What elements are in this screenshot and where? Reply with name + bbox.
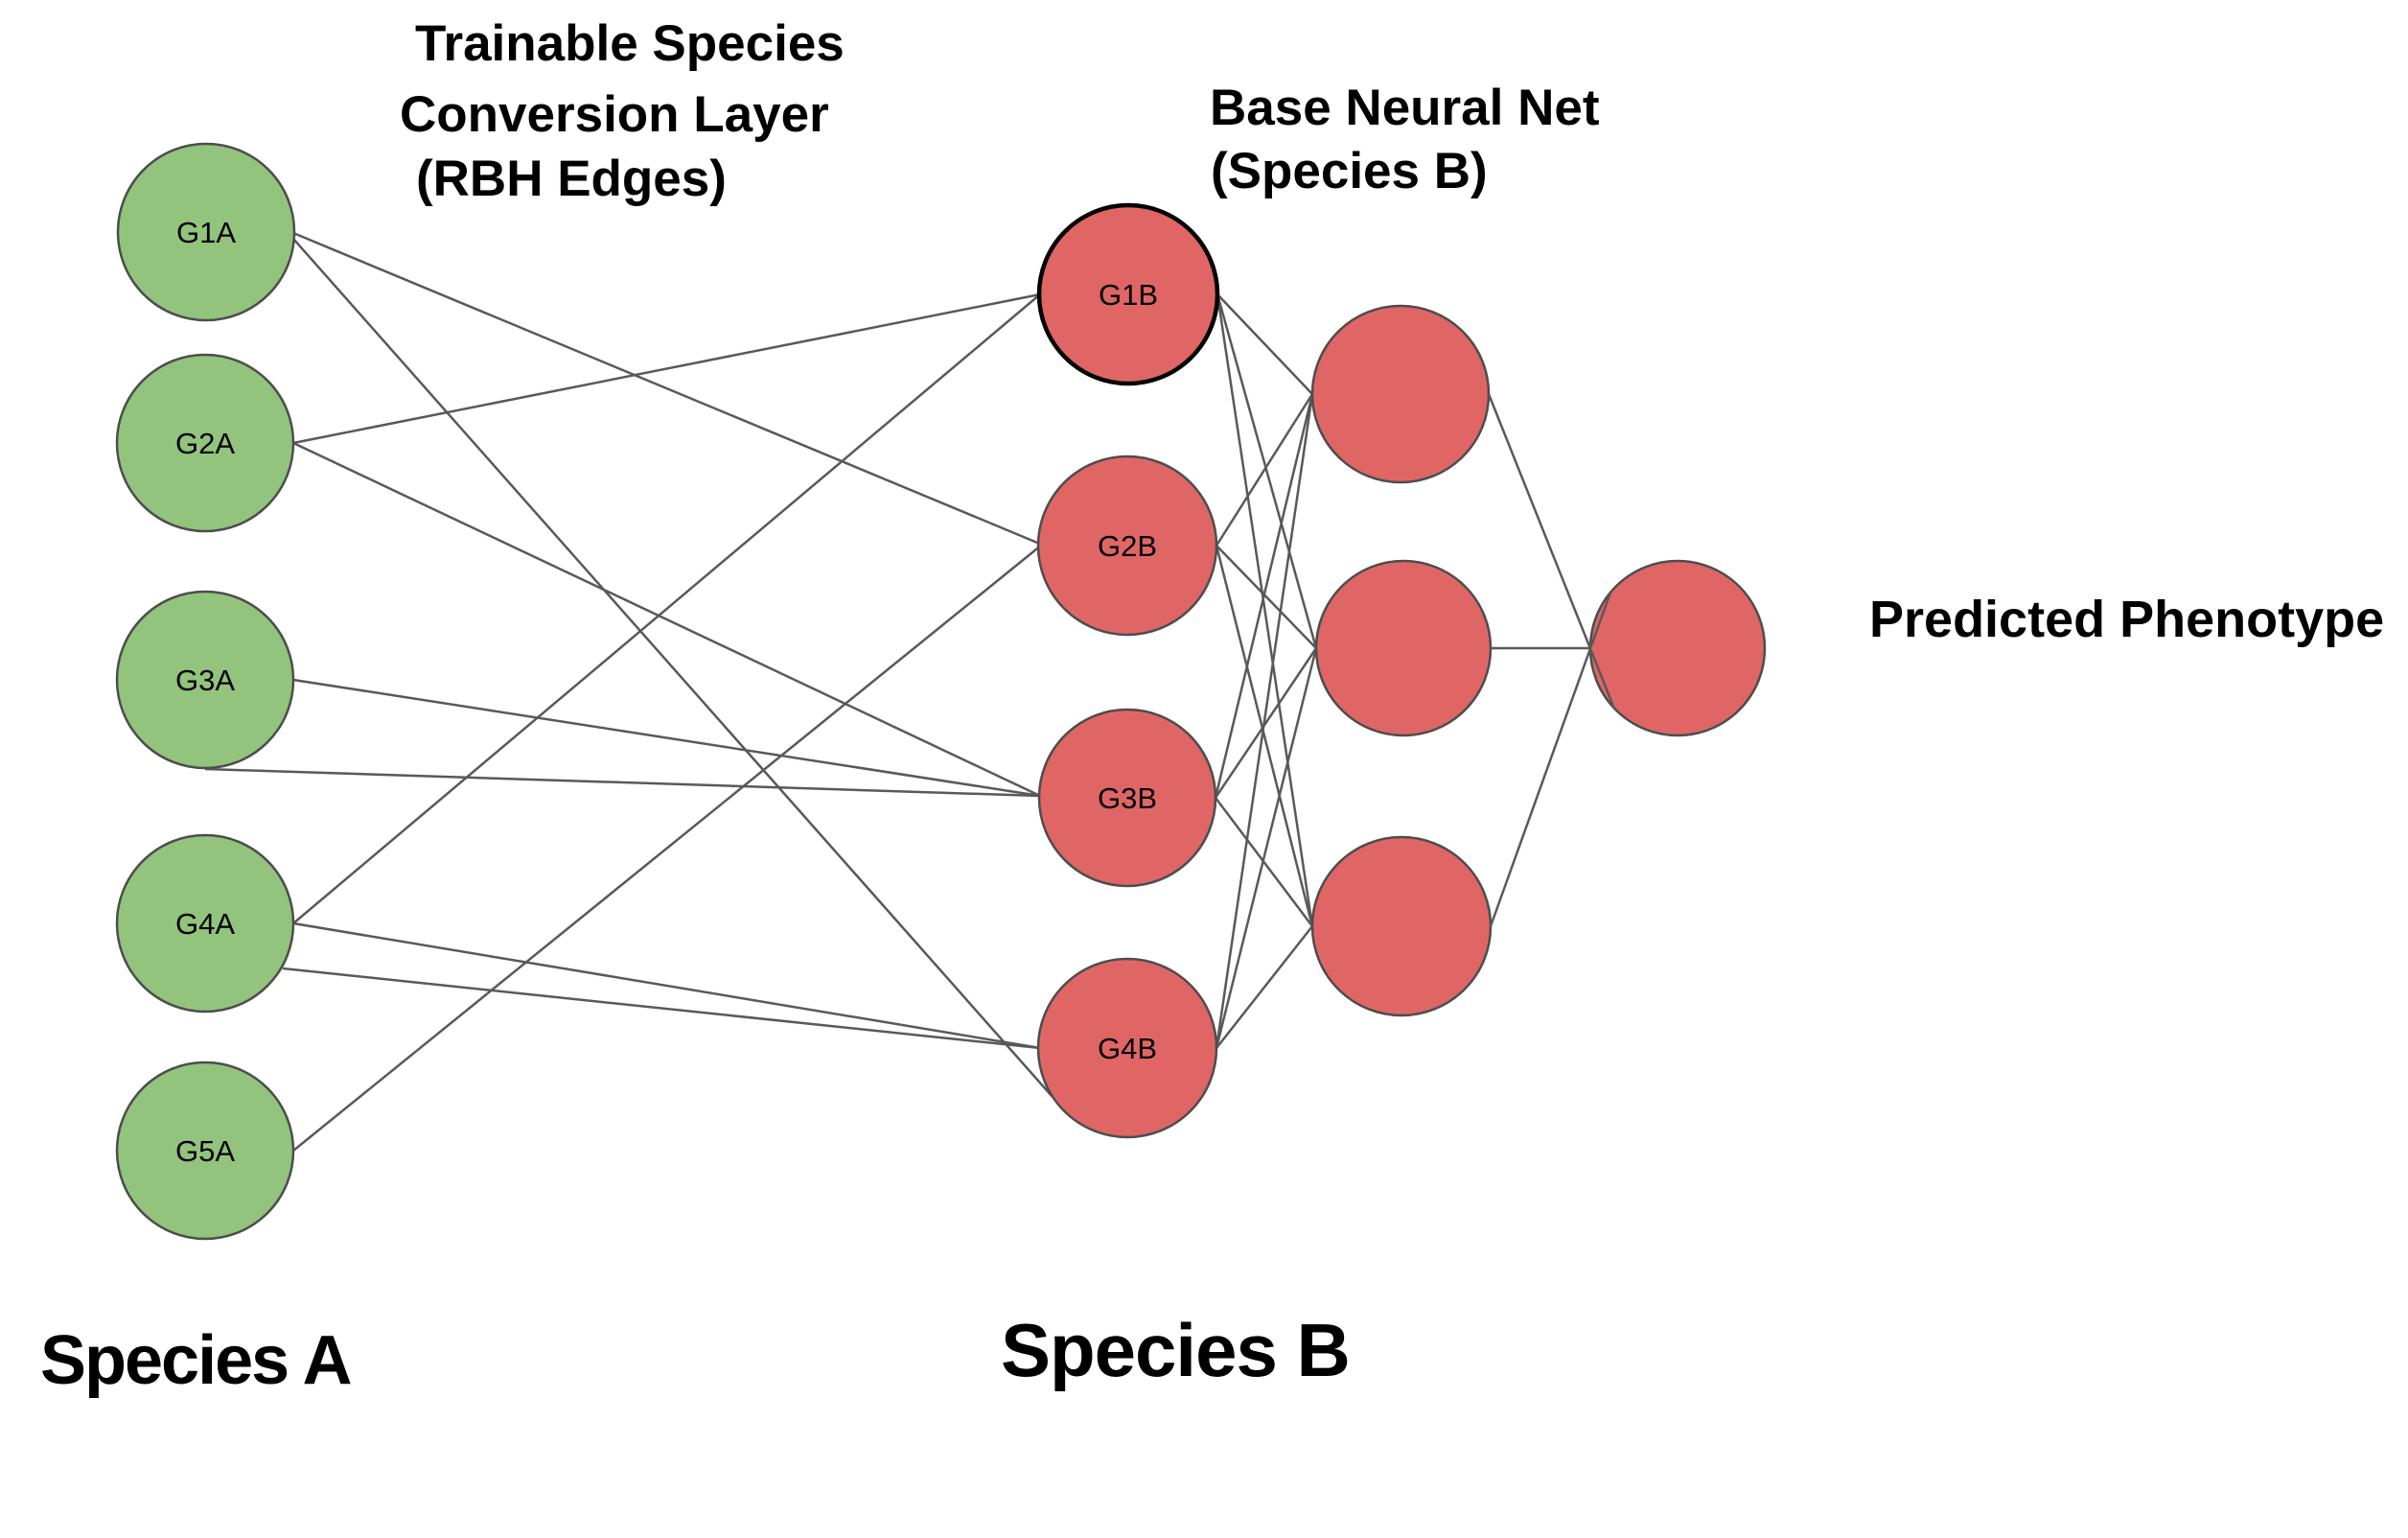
svg-text:G3A: G3A <box>175 664 235 697</box>
svg-text:Predicted Phenotype: Predicted Phenotype <box>1869 591 2384 648</box>
svg-text:G3B: G3B <box>1098 781 1157 815</box>
svg-text:Base Neural Net: Base Neural Net <box>1210 80 1600 136</box>
svg-text:G4B: G4B <box>1098 1032 1157 1065</box>
svg-text:Conversion Layer: Conversion Layer <box>400 86 829 143</box>
svg-text:G4A: G4A <box>175 907 235 941</box>
svg-text:G5A: G5A <box>175 1134 235 1168</box>
svg-text:Trainable Species: Trainable Species <box>415 15 845 72</box>
svg-text:G1B: G1B <box>1099 278 1158 312</box>
svg-text:(Species B): (Species B) <box>1211 143 1488 199</box>
svg-text:G2A: G2A <box>175 427 235 460</box>
svg-text:(RBH Edges): (RBH Edges) <box>416 151 727 207</box>
svg-text:G2B: G2B <box>1098 529 1157 563</box>
svg-text:Species A: Species A <box>40 1322 352 1399</box>
svg-text:G1A: G1A <box>176 216 236 249</box>
svg-text:Species B: Species B <box>1001 1308 1350 1392</box>
